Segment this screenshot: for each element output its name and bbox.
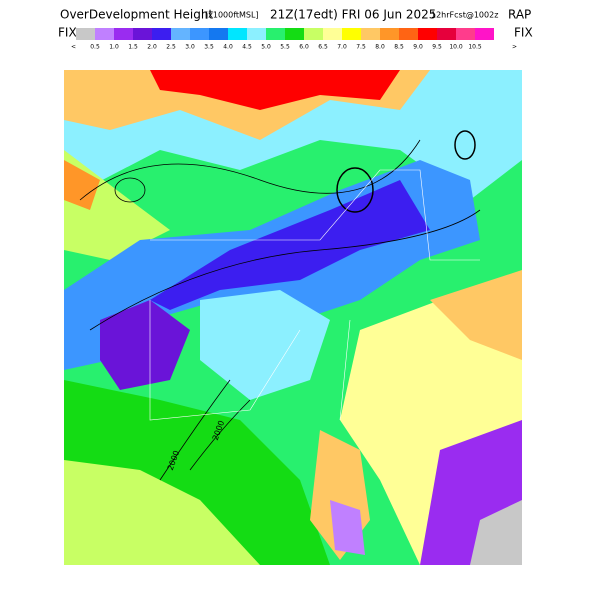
colorbar-swatch [361,28,380,40]
colorbar-label: 10.0 [449,44,463,51]
colorbar-swatch [152,28,171,40]
colorbar-label: 4.5 [242,44,252,51]
colorbar-label: 8.5 [394,44,404,51]
colorbar-label: 7.0 [337,44,347,51]
colorbar-swatch [475,28,494,40]
colorbar-swatch [380,28,399,40]
colorbar-swatch [247,28,266,40]
colorbar-label: 3.5 [204,44,214,51]
colorbar-swatch [418,28,437,40]
colorbar-label: 4.0 [223,44,233,51]
colorbar-label: 8.0 [375,44,385,51]
colorbar-swatch [171,28,190,40]
prev-button[interactable]: < [71,44,76,51]
colorbar-swatch [95,28,114,40]
colorbar-label: 5.5 [280,44,290,51]
colorbar-swatch [323,28,342,40]
map: 2000 2000 [64,70,522,565]
colorbar-swatch [228,28,247,40]
colorbar: 0.5 1.0 1.5 2.0 2.5 3.0 3.5 4.0 4.5 5.0 5.5 6.0 6.5 7… [76,28,494,51]
colorbar-label: 2.0 [147,44,157,51]
model: RAP [508,8,531,22]
colorbar-label: 0.5 [90,44,100,51]
colorbar-swatch [76,28,95,40]
colorbar-label: 3.0 [185,44,195,51]
colorbar-label: 7.5 [356,44,366,51]
colorbar-swatch [304,28,323,40]
fix-right[interactable]: FIX [514,26,533,40]
colorbar-label: 9.0 [413,44,423,51]
forecast: 12hrFcst@1002z [431,11,498,20]
colorbar-swatch [133,28,152,40]
fix-left[interactable]: FIX [58,26,77,40]
colorbar-swatch [285,28,304,40]
colorbar-swatch [266,28,285,40]
colorbar-label: 5.0 [261,44,271,51]
colorbar-swatch [342,28,361,40]
title: OverDevelopment Height [60,8,213,22]
colorbar-swatch [456,28,475,40]
colorbar-label: 6.0 [299,44,309,51]
colorbar-label: 2.5 [166,44,176,51]
colorbar-label: 9.5 [432,44,442,51]
units: [x1000ftMSL] [205,11,259,20]
colorbar-label: 1.0 [109,44,119,51]
colorbar-label: 1.5 [128,44,138,51]
valid-time: 21Z(17edt) FRI 06 Jun 2025 [270,8,436,22]
next-button[interactable]: > [512,44,517,51]
colorbar-swatch [114,28,133,40]
colorbar-label: 10.5 [468,44,482,51]
colorbar-swatch [437,28,456,40]
colorbar-swatch [190,28,209,40]
colorbar-label: 6.5 [318,44,328,51]
colorbar-swatch [209,28,228,40]
colorbar-swatch [399,28,418,40]
